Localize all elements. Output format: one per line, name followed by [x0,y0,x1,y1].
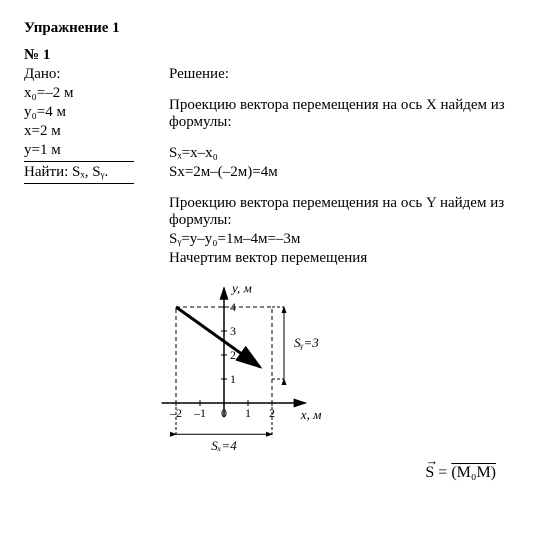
find-line: Найти: Sₓ, Sᵧ. [24,164,169,181]
solution-eq: Sx=2м–(–2м)=4м [169,164,526,181]
svg-text:y, м: y, м [230,281,252,296]
given-column: Дано: x₀=–2 м y₀=4 м x=2 м y=1 м Найти: … [24,66,169,269]
solution-text: Проекцию вектора перемещения на ось Y на… [169,195,526,229]
svg-text:1: 1 [230,372,236,386]
svg-text:Sₓ=4: Sₓ=4 [211,438,237,453]
svg-text:x, м: x, м [300,407,322,422]
solution-text: Проекцию вектора перемещения на ось X на… [169,97,526,131]
svg-text:4: 4 [230,300,236,314]
svg-text:–1: –1 [193,406,206,420]
given-line: x₀=–2 м [24,85,169,102]
solution-column: Решение: Проекцию вектора перемещения на… [169,66,526,269]
svg-text:0: 0 [221,406,227,420]
solution-eq: Sₓ=x–x₀ [169,145,526,162]
divider [24,183,134,184]
problem-number: № 1 [24,47,526,64]
svg-text:Sᵧ=3: Sᵧ=3 [294,335,319,350]
divider [24,161,134,162]
solution-heading: Решение: [169,66,526,83]
given-line: y₀=4 м [24,104,169,121]
given-heading: Дано: [24,66,169,83]
vector-equation: S = (M₀M) [24,464,526,482]
displacement-chart: –2–10121234x, мy, мSᵧ=3Sₓ=4 [104,273,526,458]
given-line: y=1 м [24,142,169,159]
solution-eq: Sᵧ=y–y₀=1м–4м=–3м [169,231,526,248]
svg-text:3: 3 [230,324,236,338]
solution-text: Начертим вектор перемещения [169,250,526,267]
given-line: x=2 м [24,123,169,140]
svg-text:1: 1 [245,406,251,420]
exercise-title: Упражнение 1 [24,20,526,37]
